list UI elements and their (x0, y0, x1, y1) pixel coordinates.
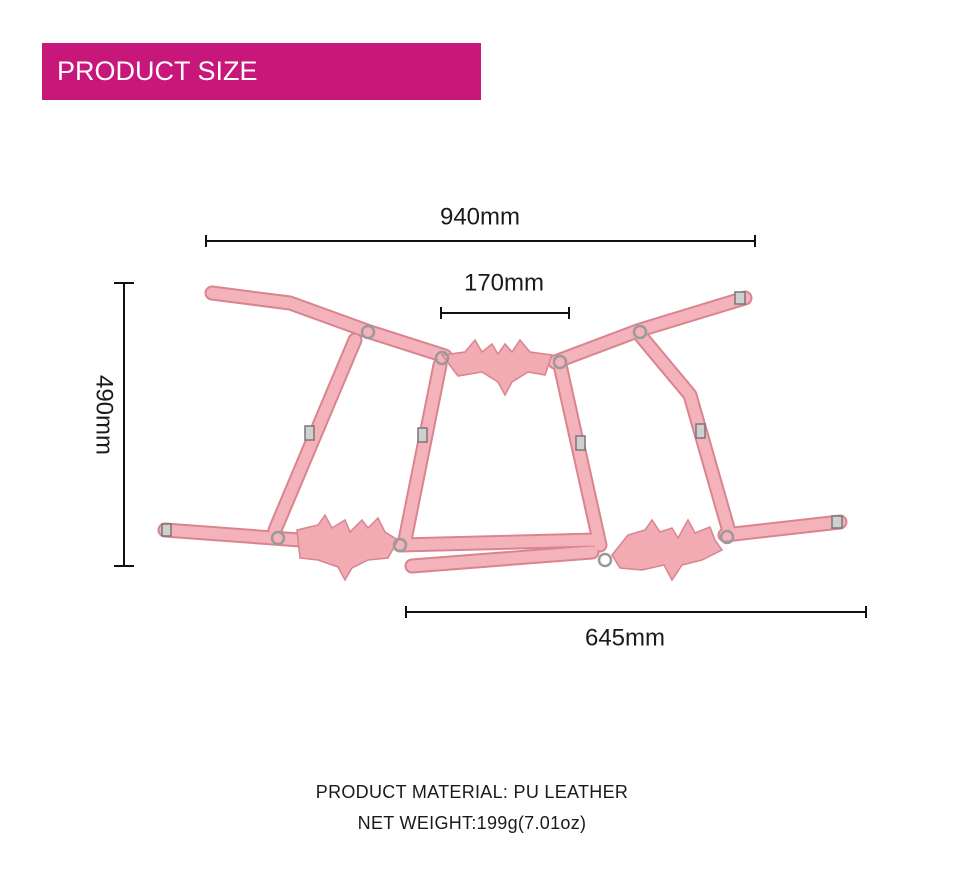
material-text: PRODUCT MATERIAL: PU LEATHER (316, 782, 628, 802)
dimension-label: 490mm (91, 375, 118, 455)
weight-text: NET WEIGHT:199g(7.01oz) (358, 813, 587, 833)
center-dimension: 170mm (440, 269, 570, 319)
dimension-label: 940mm (440, 203, 520, 230)
header-title: PRODUCT SIZE (57, 56, 258, 86)
dimension-label: 170mm (464, 269, 544, 296)
dimension-label: 645mm (585, 624, 665, 651)
header-bar (42, 43, 481, 100)
bottom-dimension: 645mm (405, 606, 867, 651)
harness (157, 285, 848, 582)
height-dimension: 490mm (91, 282, 134, 567)
width-dimension: 940mm (205, 203, 756, 247)
